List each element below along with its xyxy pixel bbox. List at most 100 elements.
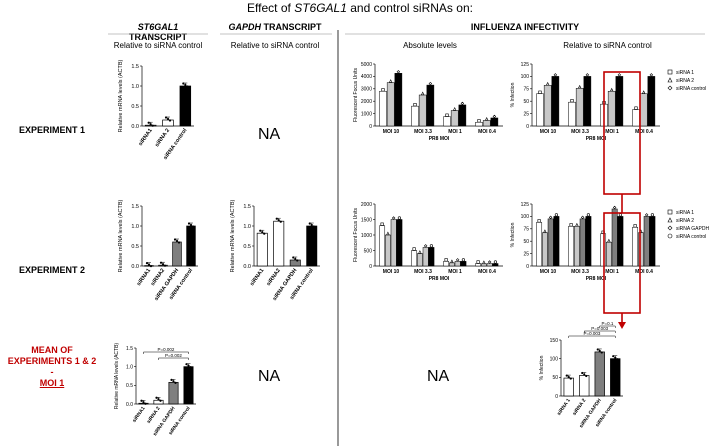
highlight-box-exp1 bbox=[603, 71, 641, 195]
triangle-marker-icon bbox=[575, 222, 579, 227]
y-tick-label: 125 bbox=[521, 62, 530, 68]
y-tick-label: 0 bbox=[526, 264, 529, 270]
diamond-marker-icon bbox=[612, 205, 617, 210]
mean-line2: EXPERIMENTS 1 & 2 bbox=[7, 356, 97, 366]
y-tick-label: 500 bbox=[364, 248, 373, 254]
data-point bbox=[312, 225, 315, 228]
diamond-marker-icon bbox=[667, 85, 673, 91]
y-tick-label: 0.0 bbox=[243, 264, 251, 270]
y-tick-label: 100 bbox=[521, 74, 530, 80]
na-flu-abs-mean: NA bbox=[427, 368, 450, 385]
data-point bbox=[155, 396, 158, 399]
row-label-exp2: EXPERIMENT 2 bbox=[18, 265, 85, 275]
data-point bbox=[191, 225, 195, 228]
data-point bbox=[581, 371, 584, 375]
y-tick-label: 50 bbox=[552, 375, 558, 381]
st6-column-header: ST6GAL1 TRANSCRIPT bbox=[108, 22, 208, 42]
y-axis-label: Fluorescent Focus Units bbox=[353, 68, 359, 122]
data-point bbox=[168, 119, 172, 122]
gapdh-column-sub: Relative to siRNA control bbox=[230, 41, 320, 50]
triangle-marker-icon bbox=[667, 217, 673, 223]
y-tick-label: 1.5 bbox=[126, 346, 133, 352]
triangle-marker-icon bbox=[545, 81, 550, 86]
diamond-marker-icon bbox=[391, 216, 396, 220]
triangle-marker-icon bbox=[452, 107, 457, 111]
y-tick-label: 100 bbox=[521, 214, 530, 220]
square-marker-icon bbox=[445, 113, 449, 117]
st6-column-sub: Relative to siRNA control bbox=[113, 41, 203, 50]
p-value-label: P=0.002 bbox=[165, 353, 182, 358]
x-tick-label: MOI 1 bbox=[448, 269, 462, 275]
triangle-marker-icon bbox=[543, 229, 547, 233]
circle-marker-icon bbox=[667, 233, 673, 239]
square-marker-icon bbox=[570, 99, 574, 103]
data-point bbox=[164, 116, 168, 119]
y-tick-label: 1.0 bbox=[131, 84, 139, 90]
data-point bbox=[565, 374, 568, 377]
data-point bbox=[616, 358, 619, 361]
st6-suffix: TRANSCRIPT bbox=[129, 32, 187, 42]
y-tick-label: 0.5 bbox=[126, 383, 133, 389]
triangle-marker-icon bbox=[418, 250, 422, 254]
data-point bbox=[569, 377, 572, 380]
square-marker-icon bbox=[537, 219, 541, 223]
square-marker-icon bbox=[477, 119, 481, 123]
significance-bracket bbox=[143, 351, 189, 354]
y-tick-label: 0.0 bbox=[131, 264, 139, 270]
legend-entry: siRNA control bbox=[676, 86, 706, 92]
y-tick-label: 0 bbox=[526, 124, 529, 130]
data-point bbox=[259, 229, 262, 232]
x-tick-label: MOI 3.3 bbox=[414, 269, 432, 275]
data-point bbox=[583, 373, 586, 376]
data-point bbox=[142, 401, 145, 404]
y-tick-label: 0.5 bbox=[243, 244, 251, 250]
y-axis-label: Relative mRNA levels (ACTB) bbox=[118, 59, 124, 132]
data-point bbox=[166, 117, 170, 121]
triangle-marker-icon bbox=[420, 91, 425, 96]
title-gene: ST6GAL1 bbox=[294, 1, 347, 15]
circle-marker-icon bbox=[586, 213, 591, 217]
data-point bbox=[174, 381, 177, 384]
data-point bbox=[185, 363, 188, 366]
p-value-label: P=0.1 bbox=[602, 321, 614, 326]
y-tick-label: 1500 bbox=[361, 217, 372, 223]
diamond-marker-icon bbox=[585, 73, 590, 77]
x-axis-label: PR8 MOI bbox=[429, 276, 450, 282]
square-marker-icon bbox=[381, 88, 385, 92]
y-tick-label: 1.5 bbox=[131, 204, 139, 210]
x-axis-label: PR8 MOI bbox=[586, 136, 607, 142]
y-axis-label: Relative mRNA levels (ACTB) bbox=[118, 199, 124, 272]
data-point bbox=[159, 261, 163, 264]
triangle-marker-icon bbox=[386, 231, 390, 236]
diamond-marker-icon bbox=[423, 244, 428, 248]
x-axis-label: PR8 MOI bbox=[429, 136, 450, 142]
mean-line1: MEAN OF bbox=[31, 345, 73, 355]
triangle-marker-icon bbox=[450, 259, 454, 263]
mean-line4: MOI 1 bbox=[39, 378, 65, 388]
title-prefix: Effect of bbox=[247, 1, 295, 15]
y-tick-label: 3000 bbox=[361, 87, 372, 93]
data-point bbox=[161, 263, 165, 266]
data-point bbox=[151, 124, 154, 127]
flu-abs-sub: Absolute levels bbox=[403, 41, 457, 50]
triangle-marker-icon bbox=[667, 77, 673, 83]
x-axis-label: PR8 MOI bbox=[586, 276, 607, 282]
data-point bbox=[308, 222, 311, 225]
circle-marker-icon bbox=[429, 244, 434, 248]
y-axis-label: Fluorescent Focus Units bbox=[353, 208, 359, 262]
data-point bbox=[310, 223, 313, 227]
legend-entry: siRNA GAPDH bbox=[676, 226, 709, 232]
diamond-marker-icon bbox=[617, 73, 622, 77]
p-value-label: P=0.003 bbox=[584, 331, 601, 336]
data-point bbox=[600, 351, 603, 354]
data-point bbox=[261, 231, 264, 234]
na-gapdh-mean: NA bbox=[258, 368, 281, 385]
diamond-marker-icon bbox=[548, 215, 553, 220]
x-tick-label: MOI 1 bbox=[605, 269, 619, 275]
legend-entry: siRNA 2 bbox=[676, 218, 694, 224]
y-tick-label: 0 bbox=[369, 264, 372, 270]
row-label-exp1: EXPERIMENT 1 bbox=[18, 125, 85, 135]
